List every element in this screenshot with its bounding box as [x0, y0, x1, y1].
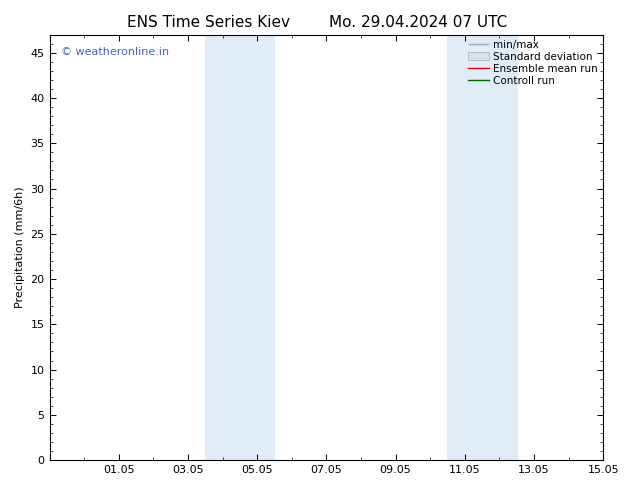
Bar — [205, 35, 275, 460]
Text: © weatheronline.in: © weatheronline.in — [61, 48, 169, 57]
Bar — [448, 35, 517, 460]
Text: ENS Time Series Kiev        Mo. 29.04.2024 07 UTC: ENS Time Series Kiev Mo. 29.04.2024 07 U… — [127, 15, 507, 30]
Legend: min/max, Standard deviation, Ensemble mean run, Controll run: min/max, Standard deviation, Ensemble me… — [466, 38, 600, 88]
Y-axis label: Precipitation (mm/6h): Precipitation (mm/6h) — [15, 187, 25, 308]
